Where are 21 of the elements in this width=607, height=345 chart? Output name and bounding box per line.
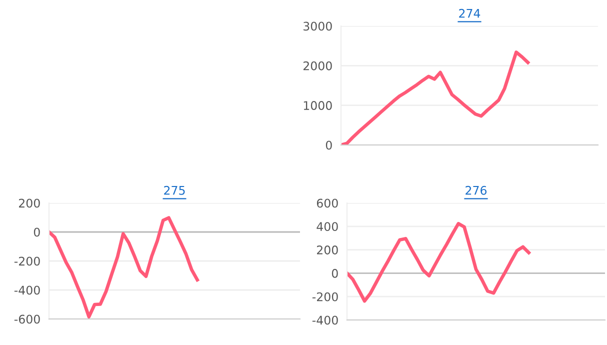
y-tick-label: 3000: [304, 22, 332, 31]
y-tick-label: 2000: [303, 61, 332, 70]
y-tick-label: 0: [326, 140, 332, 150]
y-tick-label: 600: [316, 198, 338, 208]
y-tick-label: -600: [14, 314, 40, 324]
y-tick-label: 0: [34, 228, 40, 237]
chart-title: 274: [459, 8, 480, 18]
y-tick-label: -200: [312, 292, 338, 302]
y-tick-label: -400: [312, 316, 338, 325]
line-series: [49, 216, 199, 318]
y-tick-label: 1000: [304, 101, 332, 110]
y-tick-label: -400: [14, 286, 40, 295]
chart-title: 275: [164, 186, 185, 195]
y-tick-label: 200: [19, 198, 40, 208]
y-tick-label: -200: [14, 256, 40, 266]
line-series: [341, 50, 530, 145]
y-tick-label: 200: [317, 246, 338, 254]
y-tick-label: 400: [316, 222, 338, 232]
chart-title: 276: [466, 186, 487, 195]
y-tick-label: 0: [332, 268, 338, 278]
line-series: [347, 222, 530, 303]
